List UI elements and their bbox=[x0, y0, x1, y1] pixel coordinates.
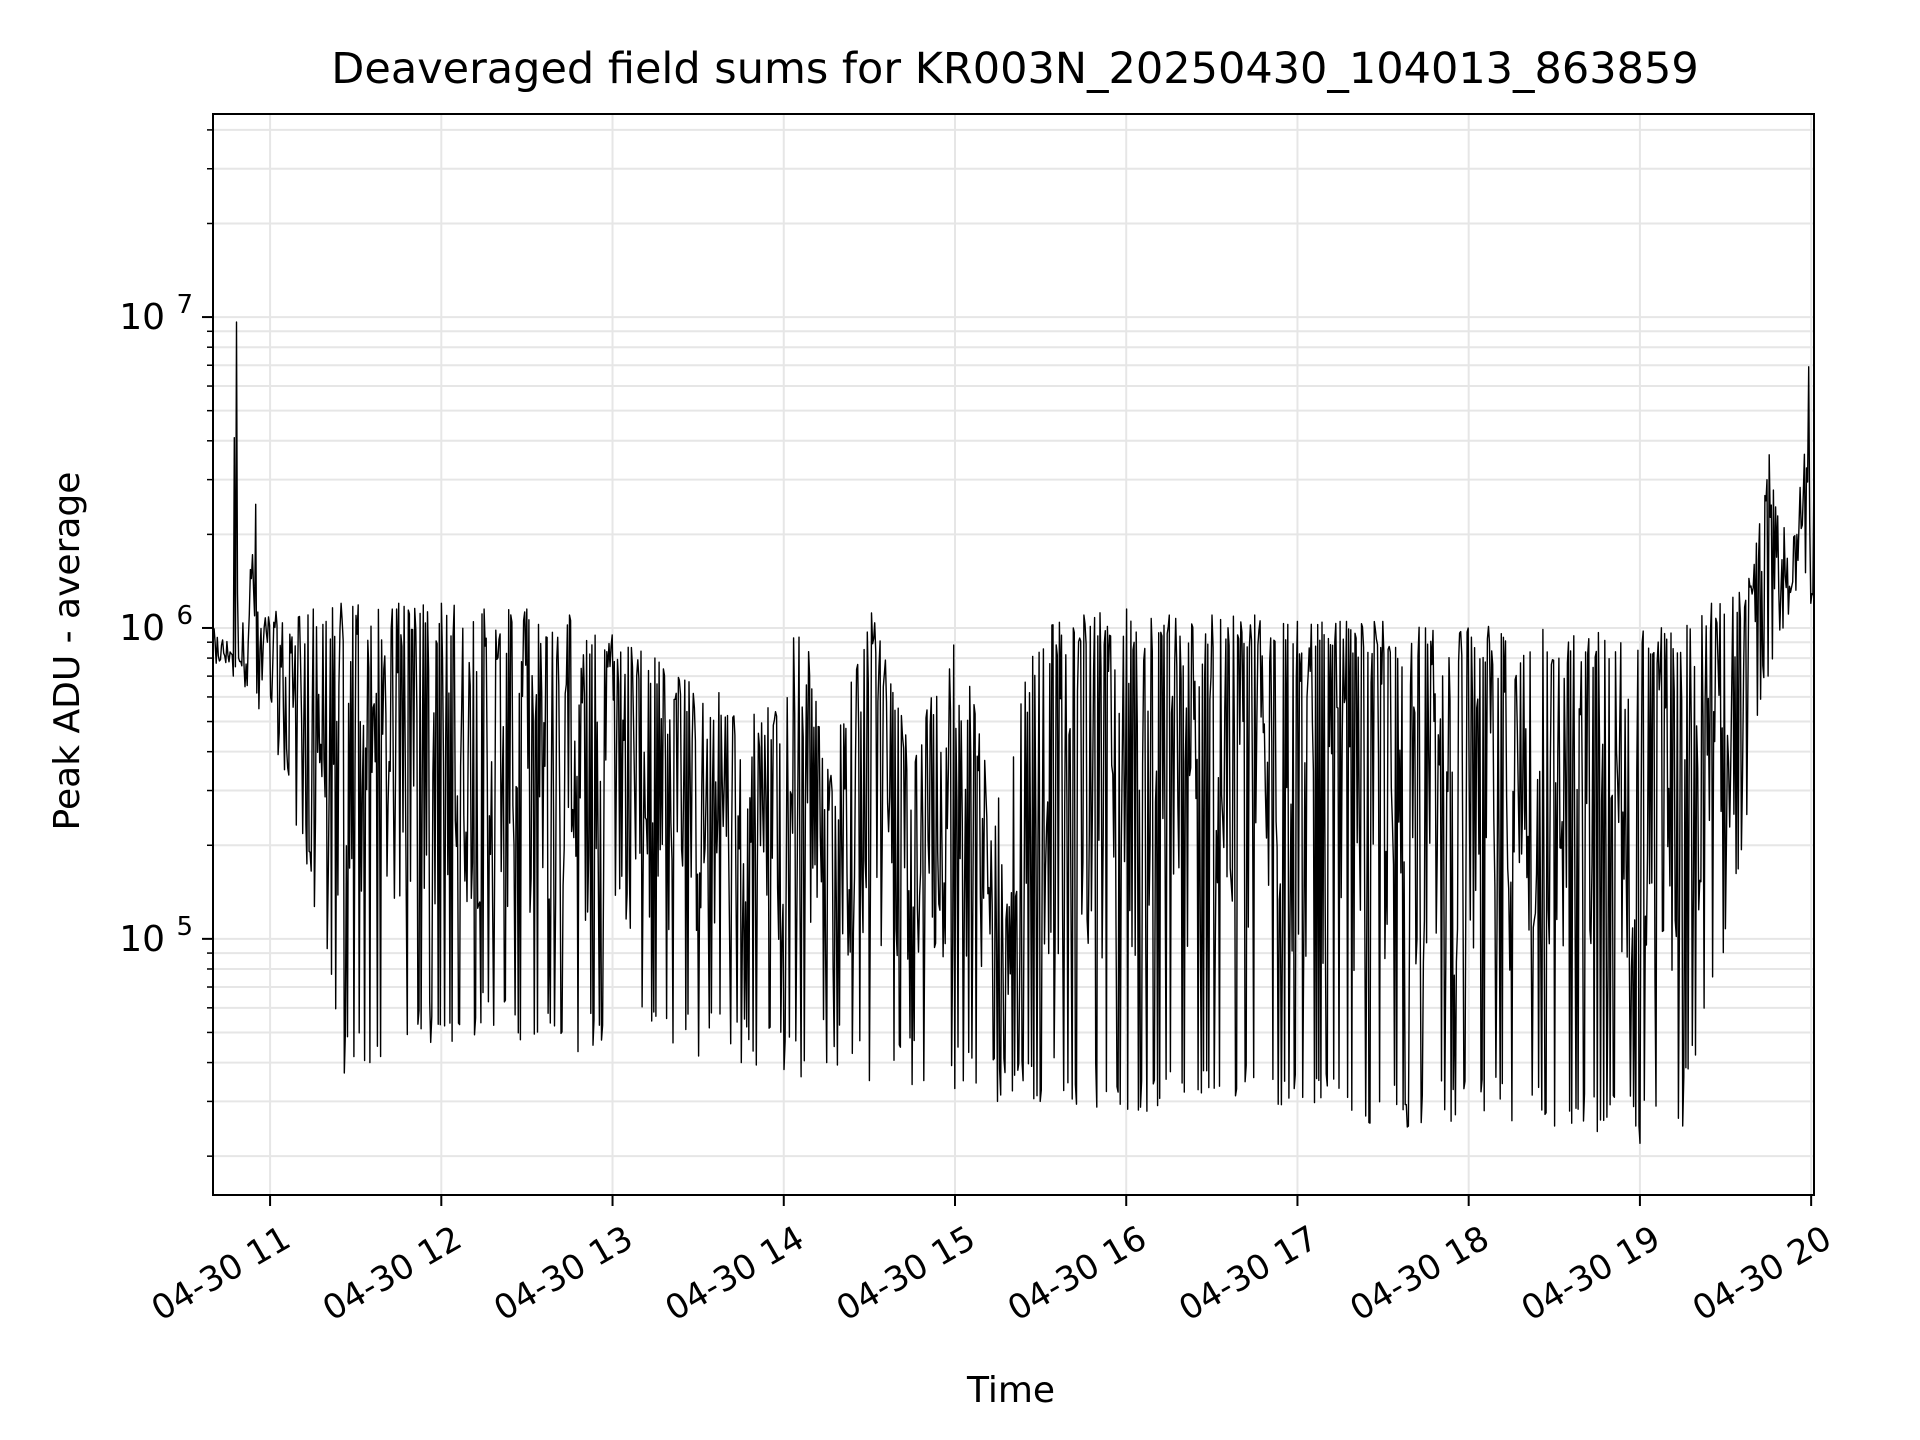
data-series bbox=[212, 321, 1815, 1144]
y-axis-label: Peak ADU - average bbox=[47, 472, 88, 831]
plot-frame bbox=[212, 113, 1815, 1196]
y-tick-label: 10 bbox=[119, 297, 165, 338]
y-tick-base: 10 bbox=[119, 919, 165, 960]
y-tick-base: 10 bbox=[119, 297, 165, 338]
y-tick-label: 10 bbox=[119, 608, 165, 649]
y-tick-label: 10 bbox=[119, 919, 165, 960]
x-axis-label: Time bbox=[966, 1370, 1055, 1411]
y-tick-base: 10 bbox=[119, 608, 165, 649]
y-tick-exponent: 6 bbox=[176, 601, 193, 631]
chart-title: Deaveraged field sums for KR003N_2025043… bbox=[331, 44, 1698, 94]
series-line bbox=[212, 321, 1815, 1144]
y-axis: 10 5 10 6 10 7 bbox=[119, 129, 213, 1157]
y-tick-exponent: 5 bbox=[176, 912, 193, 942]
y-tick-exponent: 7 bbox=[176, 290, 193, 320]
